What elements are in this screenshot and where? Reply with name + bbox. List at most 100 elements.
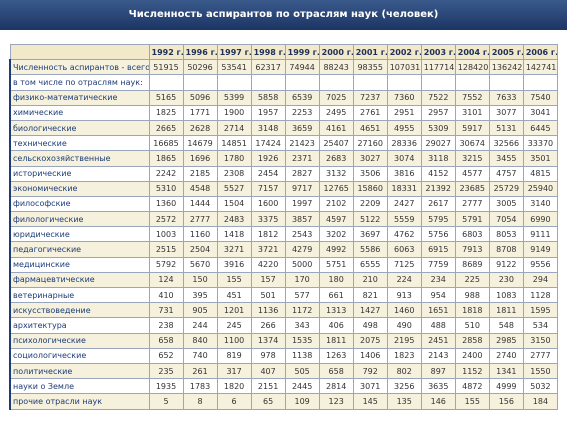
header-cell: 1996 г. xyxy=(182,43,218,61)
value-cell: 1172 xyxy=(284,302,320,319)
value-cell: 2777 xyxy=(182,211,218,228)
value-cell: 3005 xyxy=(488,195,524,213)
value-cell: 25940 xyxy=(522,180,559,197)
value-cell: 6803 xyxy=(454,226,490,243)
value-cell: 261 xyxy=(182,362,218,380)
value-cell: 2102 xyxy=(318,195,354,213)
value-cell: 155 xyxy=(454,393,490,410)
value-cell: 3375 xyxy=(250,211,286,228)
value-cell: 6539 xyxy=(284,89,320,106)
table-row: ветеринарные 410 395 451 501 577 661 821 913 954 9… xyxy=(9,286,559,304)
value-cell: 1160 xyxy=(182,226,218,243)
value-cell: 3041 xyxy=(522,104,559,121)
value-cell: 498 xyxy=(352,317,388,334)
row-label: химические xyxy=(9,104,150,121)
header-row: 1992 г. 1996 г. 1997 г. 1998 г. 1999 г. 2000 … xyxy=(9,43,559,61)
value-cell: 2985 xyxy=(488,332,524,349)
value-cell: 1152 xyxy=(454,362,490,380)
table-wrap: 1992 г. 1996 г. 1997 г. 1998 г. 1999 г. 2000 … xyxy=(9,43,559,410)
value-cell: 548 xyxy=(488,317,524,334)
value-cell: 8689 xyxy=(454,256,490,273)
value-cell: 661 xyxy=(318,286,354,304)
row-label: ветеринарные xyxy=(9,286,150,304)
value-cell: 897 xyxy=(420,362,456,380)
value-cell: 5670 xyxy=(182,256,218,273)
value-cell: 7759 xyxy=(420,256,456,273)
value-cell: 1406 xyxy=(352,347,388,364)
value-cell: 2814 xyxy=(318,378,354,395)
header-cell xyxy=(9,43,150,61)
value-cell: 117714 xyxy=(420,59,456,76)
table-row: прочие отрасли наук 5 8 6 65 109 123 145 135 146 1… xyxy=(9,393,559,410)
value-cell: 2242 xyxy=(148,165,184,182)
value-cell: 1811 xyxy=(488,302,524,319)
value-cell: 1651 xyxy=(420,302,456,319)
value-cell: 14679 xyxy=(182,135,218,152)
value-cell: 4577 xyxy=(454,165,490,182)
value-cell: 230 xyxy=(488,271,524,289)
value-cell: 7522 xyxy=(420,89,456,106)
value-cell: 7552 xyxy=(454,89,490,106)
value-cell: 16685 xyxy=(148,135,184,152)
value-cell: 2714 xyxy=(216,119,252,137)
value-cell: 2777 xyxy=(454,195,490,213)
value-cell: 9717 xyxy=(284,180,320,197)
value-cell: 317 xyxy=(216,362,252,380)
value-cell: 1595 xyxy=(522,302,559,319)
value-cell: 1865 xyxy=(148,150,184,167)
value-cell: 2628 xyxy=(182,119,218,137)
value-cell: 658 xyxy=(318,362,354,380)
row-label: архитектура xyxy=(9,317,150,334)
table-row: педагогические 2515 2504 3271 3721 4279 4992 55… xyxy=(9,241,559,258)
row-label: психологические xyxy=(9,332,150,349)
value-cell: 157 xyxy=(250,271,286,289)
value-cell: 5 xyxy=(148,393,184,410)
value-cell: 3118 xyxy=(420,150,456,167)
value-cell: 2445 xyxy=(284,378,320,395)
value-cell: 21392 xyxy=(420,180,456,197)
value-cell: 53541 xyxy=(216,59,252,76)
header-cell: 1999 г. xyxy=(284,43,320,61)
table-row: философские 1360 1444 1504 1600 1997 2102 2209 2… xyxy=(9,195,559,213)
value-cell: 2400 xyxy=(454,347,490,364)
value-cell: 2665 xyxy=(148,119,184,137)
value-cell: 65 xyxy=(250,393,286,410)
value-cell: 107031 xyxy=(386,59,422,76)
value-cell: 5000 xyxy=(284,256,320,273)
value-cell: 142741 xyxy=(522,59,559,76)
row-label: фармацевтические xyxy=(9,271,150,289)
value-cell: 4992 xyxy=(318,241,354,258)
value-cell: 1360 xyxy=(148,195,184,213)
value-cell: 978 xyxy=(250,347,286,364)
value-cell: 7540 xyxy=(522,89,559,106)
value-cell: 17424 xyxy=(250,135,286,152)
value-cell: 3256 xyxy=(386,378,422,395)
value-cell: 6 xyxy=(216,393,252,410)
value-cell: 1926 xyxy=(250,150,286,167)
value-cell: 2308 xyxy=(216,165,252,182)
value-cell: 3721 xyxy=(250,241,286,258)
value-cell: 5122 xyxy=(352,211,388,228)
value-cell: 3816 xyxy=(386,165,422,182)
value-cell: 238 xyxy=(148,317,184,334)
value-cell: 224 xyxy=(386,271,422,289)
value-cell: 2143 xyxy=(420,347,456,364)
value-cell: 32566 xyxy=(488,135,524,152)
header-cell: 1998 г. xyxy=(250,43,286,61)
row-label: медицинские xyxy=(9,256,150,273)
value-cell: 1263 xyxy=(318,347,354,364)
value-cell: 821 xyxy=(352,286,388,304)
value-cell: 3659 xyxy=(284,119,320,137)
value-cell: 2454 xyxy=(250,165,286,182)
value-cell: 343 xyxy=(284,317,320,334)
value-cell: 1427 xyxy=(352,302,388,319)
value-cell: 3101 xyxy=(454,104,490,121)
value-cell xyxy=(488,74,524,91)
value-cell: 5165 xyxy=(148,89,184,106)
value-cell: 98355 xyxy=(352,59,388,76)
value-cell: 1825 xyxy=(148,104,184,121)
value-cell: 12765 xyxy=(318,180,354,197)
value-cell: 5032 xyxy=(522,378,559,395)
value-cell: 244 xyxy=(182,317,218,334)
value-cell: 2515 xyxy=(148,241,184,258)
